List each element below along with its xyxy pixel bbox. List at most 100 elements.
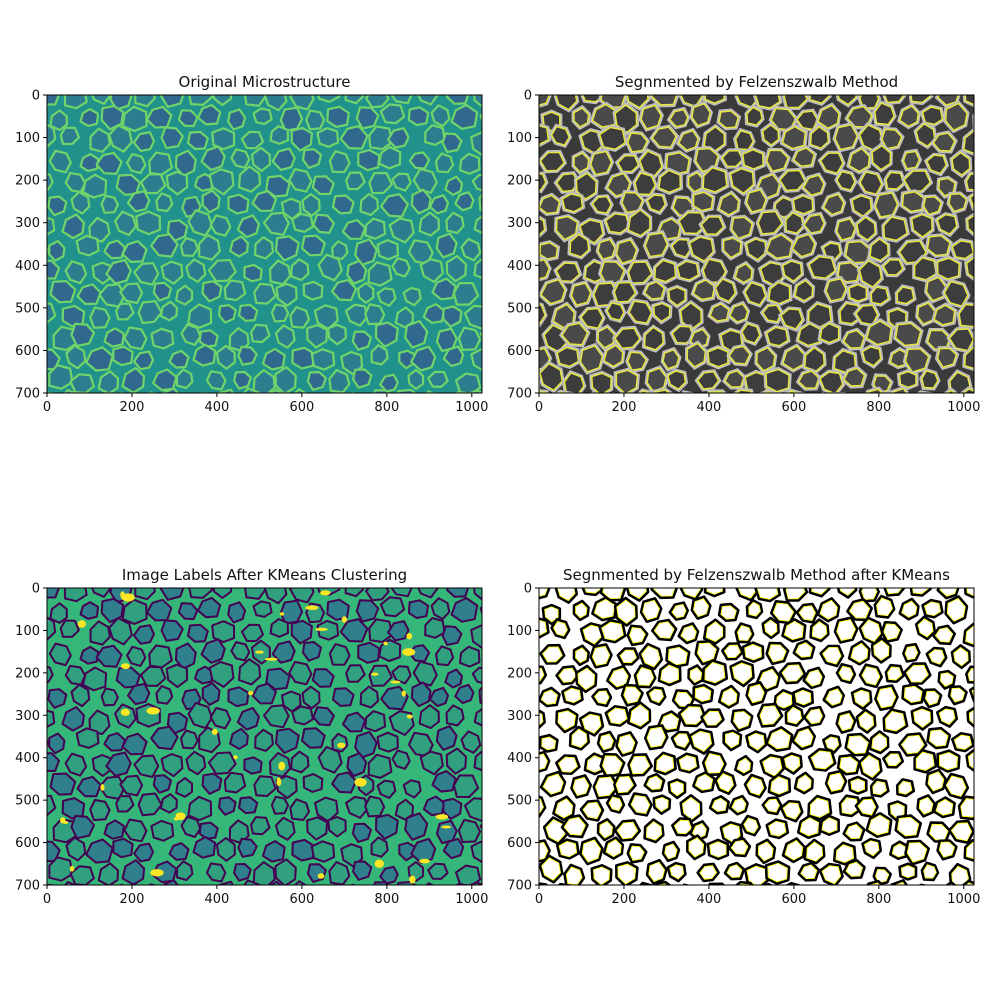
segment-boundary	[764, 619, 778, 637]
grain-cell	[379, 596, 406, 618]
grain-cell	[604, 704, 631, 727]
grain-cell	[652, 794, 672, 816]
grain-cell	[64, 260, 88, 285]
grain-cell	[376, 239, 399, 261]
grain-cell	[634, 172, 656, 196]
segment-boundary	[971, 688, 974, 698]
grain-cell	[311, 175, 335, 196]
grain-cell	[175, 777, 193, 798]
segment-boundary	[636, 667, 655, 686]
grain-cell	[47, 216, 56, 236]
grain-cell	[478, 686, 482, 704]
grain-cell	[301, 685, 321, 710]
segment-boundary	[645, 821, 663, 841]
segment-boundary	[660, 664, 679, 684]
grain-halo	[947, 369, 973, 393]
grain-cell	[331, 194, 355, 215]
grain-cell	[745, 189, 767, 213]
segment-boundary	[731, 662, 753, 685]
grain-cell	[339, 125, 369, 150]
segment-boundary	[835, 888, 849, 902]
grain-cell	[539, 95, 550, 106]
grain-cell	[271, 147, 296, 171]
grain-cell	[82, 666, 108, 692]
segment-boundary	[660, 713, 679, 731]
segment-boundary	[976, 602, 993, 622]
grain-cell	[187, 623, 209, 643]
grain-cell	[569, 233, 590, 258]
cluster-patch	[279, 612, 285, 616]
segment-boundary	[725, 731, 740, 749]
grain-cell	[923, 196, 942, 216]
segment-boundary	[593, 690, 610, 705]
grain-cell	[590, 863, 613, 885]
grain-cell	[977, 861, 998, 881]
grain-cell	[919, 392, 926, 393]
grain-halo	[779, 123, 809, 152]
grain-cell	[487, 240, 508, 262]
grain-halo	[978, 150, 1000, 173]
grain-cell	[211, 127, 236, 151]
grain-cell	[678, 211, 707, 235]
grain-cell	[554, 588, 579, 604]
grain-cell	[948, 193, 968, 213]
grain-cell	[454, 372, 482, 393]
grain-cell	[441, 625, 463, 646]
grain-halo	[976, 237, 1000, 261]
grain-halo	[817, 320, 842, 346]
grain-cell	[126, 645, 147, 667]
grain-cell	[766, 326, 789, 347]
grain-cell	[539, 194, 561, 215]
grain-halo	[837, 300, 864, 327]
x-axis: 0 200 400 600 800 1000	[43, 393, 488, 415]
segment-boundary	[678, 755, 697, 772]
grain-halo	[894, 284, 917, 307]
segment-boundary	[558, 756, 578, 773]
segment-boundary	[980, 733, 1000, 751]
grain-cell	[848, 147, 871, 173]
grain-halo	[867, 235, 891, 264]
grain-halo	[649, 124, 680, 150]
grain-cell	[310, 348, 336, 371]
grain-cell	[936, 257, 960, 280]
grain-cell	[729, 167, 755, 194]
y-tick-label: 200	[15, 666, 40, 681]
segment-boundary	[756, 588, 779, 600]
grain-cell	[262, 211, 290, 236]
segment-boundary	[673, 733, 690, 748]
segment-boundary	[513, 771, 535, 791]
segment-boundary	[584, 588, 603, 594]
grain-cell	[582, 95, 605, 103]
grain-cell	[379, 103, 406, 125]
segment-boundary	[918, 797, 934, 815]
grain-cell	[293, 388, 308, 393]
grain-halo	[934, 255, 963, 282]
segment-boundary	[671, 604, 687, 619]
segment-boundary	[938, 708, 956, 725]
grain-cell	[706, 838, 730, 861]
grain-cell	[139, 665, 167, 687]
grain-cell	[115, 666, 141, 689]
cluster-patch	[341, 616, 348, 623]
grain-cell	[394, 306, 414, 329]
cluster-patch	[354, 778, 367, 787]
grain-cell	[355, 106, 380, 130]
grain-cell	[802, 174, 825, 196]
segment-boundary	[913, 708, 931, 728]
x-tick-label: 0	[43, 892, 51, 907]
grain-cell	[573, 107, 590, 128]
grain-cell	[819, 644, 845, 668]
grain-cell	[357, 641, 381, 664]
grain-halo	[624, 95, 651, 111]
grain-cell	[580, 307, 604, 329]
grain-cell	[808, 588, 831, 598]
y-tick-label: 100	[15, 624, 40, 639]
axes-frame	[46, 587, 483, 886]
grain-cell	[470, 624, 482, 650]
grain-cell	[937, 95, 959, 106]
grain-cell	[48, 732, 66, 755]
grain-cell	[938, 177, 956, 197]
grain-halo	[539, 171, 549, 194]
grain-cell	[47, 120, 48, 121]
segment-boundary	[796, 774, 812, 792]
